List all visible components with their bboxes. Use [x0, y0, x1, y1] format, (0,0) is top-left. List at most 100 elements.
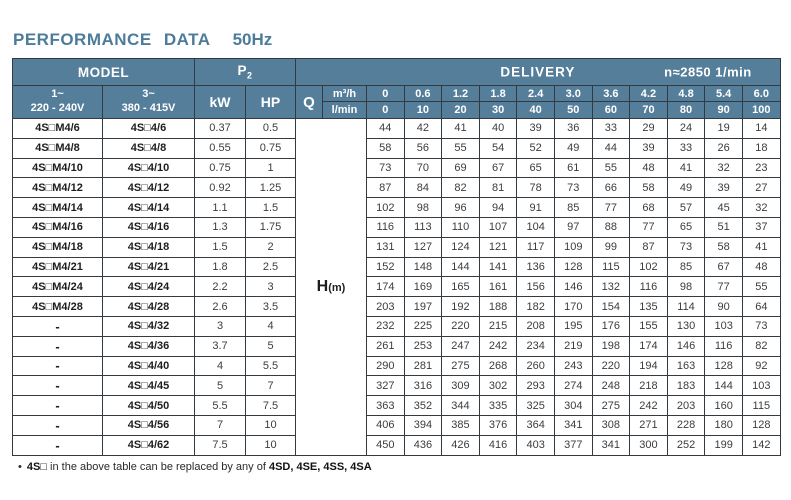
footnote-replacements: 4SD, 4SE, 4SS, 4SA: [268, 461, 372, 473]
head-value-cell: 260: [516, 355, 555, 377]
head-value-cell: 234: [516, 335, 555, 357]
model-1phase-cell: -: [12, 434, 103, 456]
kw-value-cell: 0.55: [194, 137, 246, 159]
head-value-cell: 376: [478, 414, 518, 436]
head-value-cell: 261: [366, 335, 405, 357]
col-header-3phase: 3~ 380 - 415V: [102, 85, 195, 119]
head-value-cell: 188: [478, 296, 518, 317]
head-value-cell: 199: [704, 434, 743, 456]
head-value-cell: 88: [591, 216, 631, 238]
head-value-cell: 142: [741, 434, 781, 456]
head-value-cell: 304: [553, 395, 593, 416]
head-value-cell: 81: [478, 177, 518, 199]
head-value-cell: 40: [478, 118, 518, 139]
model-3phase-cell: 4S□4/10: [102, 157, 195, 179]
page-title: PERFORMANCE DATA 50Hz: [13, 30, 272, 50]
model-1phase-cell: -: [12, 375, 103, 397]
head-value-cell: 242: [478, 335, 518, 357]
col-header-1phase: 1~ 220 - 240V: [12, 85, 103, 119]
head-value-cell: 275: [591, 395, 631, 416]
model-header: MODEL: [12, 58, 195, 86]
head-value-cell: 335: [478, 395, 518, 416]
head-value-cell: 271: [629, 414, 668, 436]
unit-lmin: l/min: [322, 101, 367, 119]
flow-lmin-value: 10: [403, 101, 443, 119]
head-value-cell: 363: [366, 395, 405, 416]
kw-value-cell: 7: [194, 414, 246, 436]
head-value-cell: 450: [366, 434, 405, 456]
unit-m3h: m³/h: [322, 85, 367, 102]
kw-value-cell: 3: [194, 315, 246, 337]
head-value-cell: 39: [516, 118, 555, 139]
head-value-cell: 33: [666, 137, 706, 159]
head-value-cell: 68: [629, 197, 668, 218]
head-value-cell: 128: [741, 414, 781, 436]
model-1phase-cell: -: [12, 315, 103, 337]
head-value-cell: 220: [441, 315, 480, 337]
head-value-cell: 41: [441, 118, 480, 139]
flow-lmin-value: 40: [516, 101, 555, 119]
head-value-cell: 102: [629, 256, 668, 278]
head-value-cell: 55: [441, 137, 480, 159]
head-value-cell: 41: [666, 157, 706, 179]
head-value-cell: 64: [741, 296, 781, 317]
head-value-cell: 219: [553, 335, 593, 357]
head-value-cell: 146: [666, 335, 706, 357]
head-value-cell: 228: [666, 414, 706, 436]
head-value-cell: 66: [591, 177, 631, 199]
head-value-cell: 406: [366, 414, 405, 436]
head-value-cell: 56: [403, 137, 443, 159]
head-value-cell: 57: [666, 197, 706, 218]
head-value-cell: 102: [366, 197, 405, 218]
phase1-line2: 220 - 240V: [30, 102, 85, 114]
flow-lmin-value: 30: [478, 101, 518, 119]
flow-m3h-value: 0: [366, 85, 405, 102]
model-3phase-cell: 4S□4/32: [102, 315, 195, 337]
head-value-cell: 182: [516, 296, 555, 317]
head-value-cell: 103: [704, 315, 743, 337]
head-value-cell: 170: [553, 296, 593, 317]
head-value-cell: 54: [478, 137, 518, 159]
hp-value-cell: 1.75: [245, 216, 296, 238]
head-value-cell: 327: [366, 375, 405, 397]
model-1phase-cell: 4S□M4/16: [12, 216, 103, 238]
head-meters-label: H(m): [295, 118, 367, 456]
head-value-cell: 49: [666, 177, 706, 199]
head-value-cell: 77: [591, 197, 631, 218]
table-row: -4S□4/36 3.7 5 261 253 247 242 234 219 198 174 146 1…: [12, 335, 781, 357]
delivery-header: DELIVERY n≈2850 1/min: [295, 58, 781, 86]
model-1phase-cell: 4S□M4/6: [12, 118, 103, 139]
hp-value-cell: 0.5: [245, 118, 296, 139]
head-value-cell: 146: [553, 276, 593, 298]
model-3phase-cell: 4S□4/21: [102, 256, 195, 278]
head-value-cell: 14: [741, 118, 781, 139]
delivery-label: DELIVERY: [500, 64, 576, 80]
kw-value-cell: 7.5: [194, 434, 246, 456]
head-value-cell: 73: [666, 236, 706, 258]
head-value-cell: 364: [516, 414, 555, 436]
head-value-cell: 78: [516, 177, 555, 199]
phase3-line1: 3~: [142, 88, 155, 101]
head-value-cell: 268: [478, 355, 518, 377]
col-header-q: Q: [295, 85, 323, 119]
hp-value-cell: 1.5: [245, 197, 296, 218]
head-value-cell: 29: [629, 118, 668, 139]
head-value-cell: 51: [704, 216, 743, 238]
table-row: -4S□4/50 5.5 7.5 363 352 344 335 325 304 275 242 20…: [12, 395, 781, 416]
flow-lmin-value: 20: [441, 101, 480, 119]
head-value-cell: 32: [741, 197, 781, 218]
p2-header: P2: [194, 58, 296, 86]
model-3phase-cell: 4S□4/56: [102, 414, 195, 436]
model-1phase-cell: 4S□M4/24: [12, 276, 103, 298]
model-3phase-cell: 4S□4/12: [102, 177, 195, 199]
flow-lmin-value: 60: [591, 101, 631, 119]
model-3phase-cell: 4S□4/18: [102, 236, 195, 258]
head-value-cell: 69: [441, 157, 480, 179]
model-1phase-cell: 4S□M4/12: [12, 177, 103, 199]
head-value-cell: 203: [666, 395, 706, 416]
head-value-cell: 99: [591, 236, 631, 258]
head-value-cell: 169: [403, 276, 443, 298]
head-value-cell: 109: [553, 236, 593, 258]
head-value-cell: 141: [478, 256, 518, 278]
